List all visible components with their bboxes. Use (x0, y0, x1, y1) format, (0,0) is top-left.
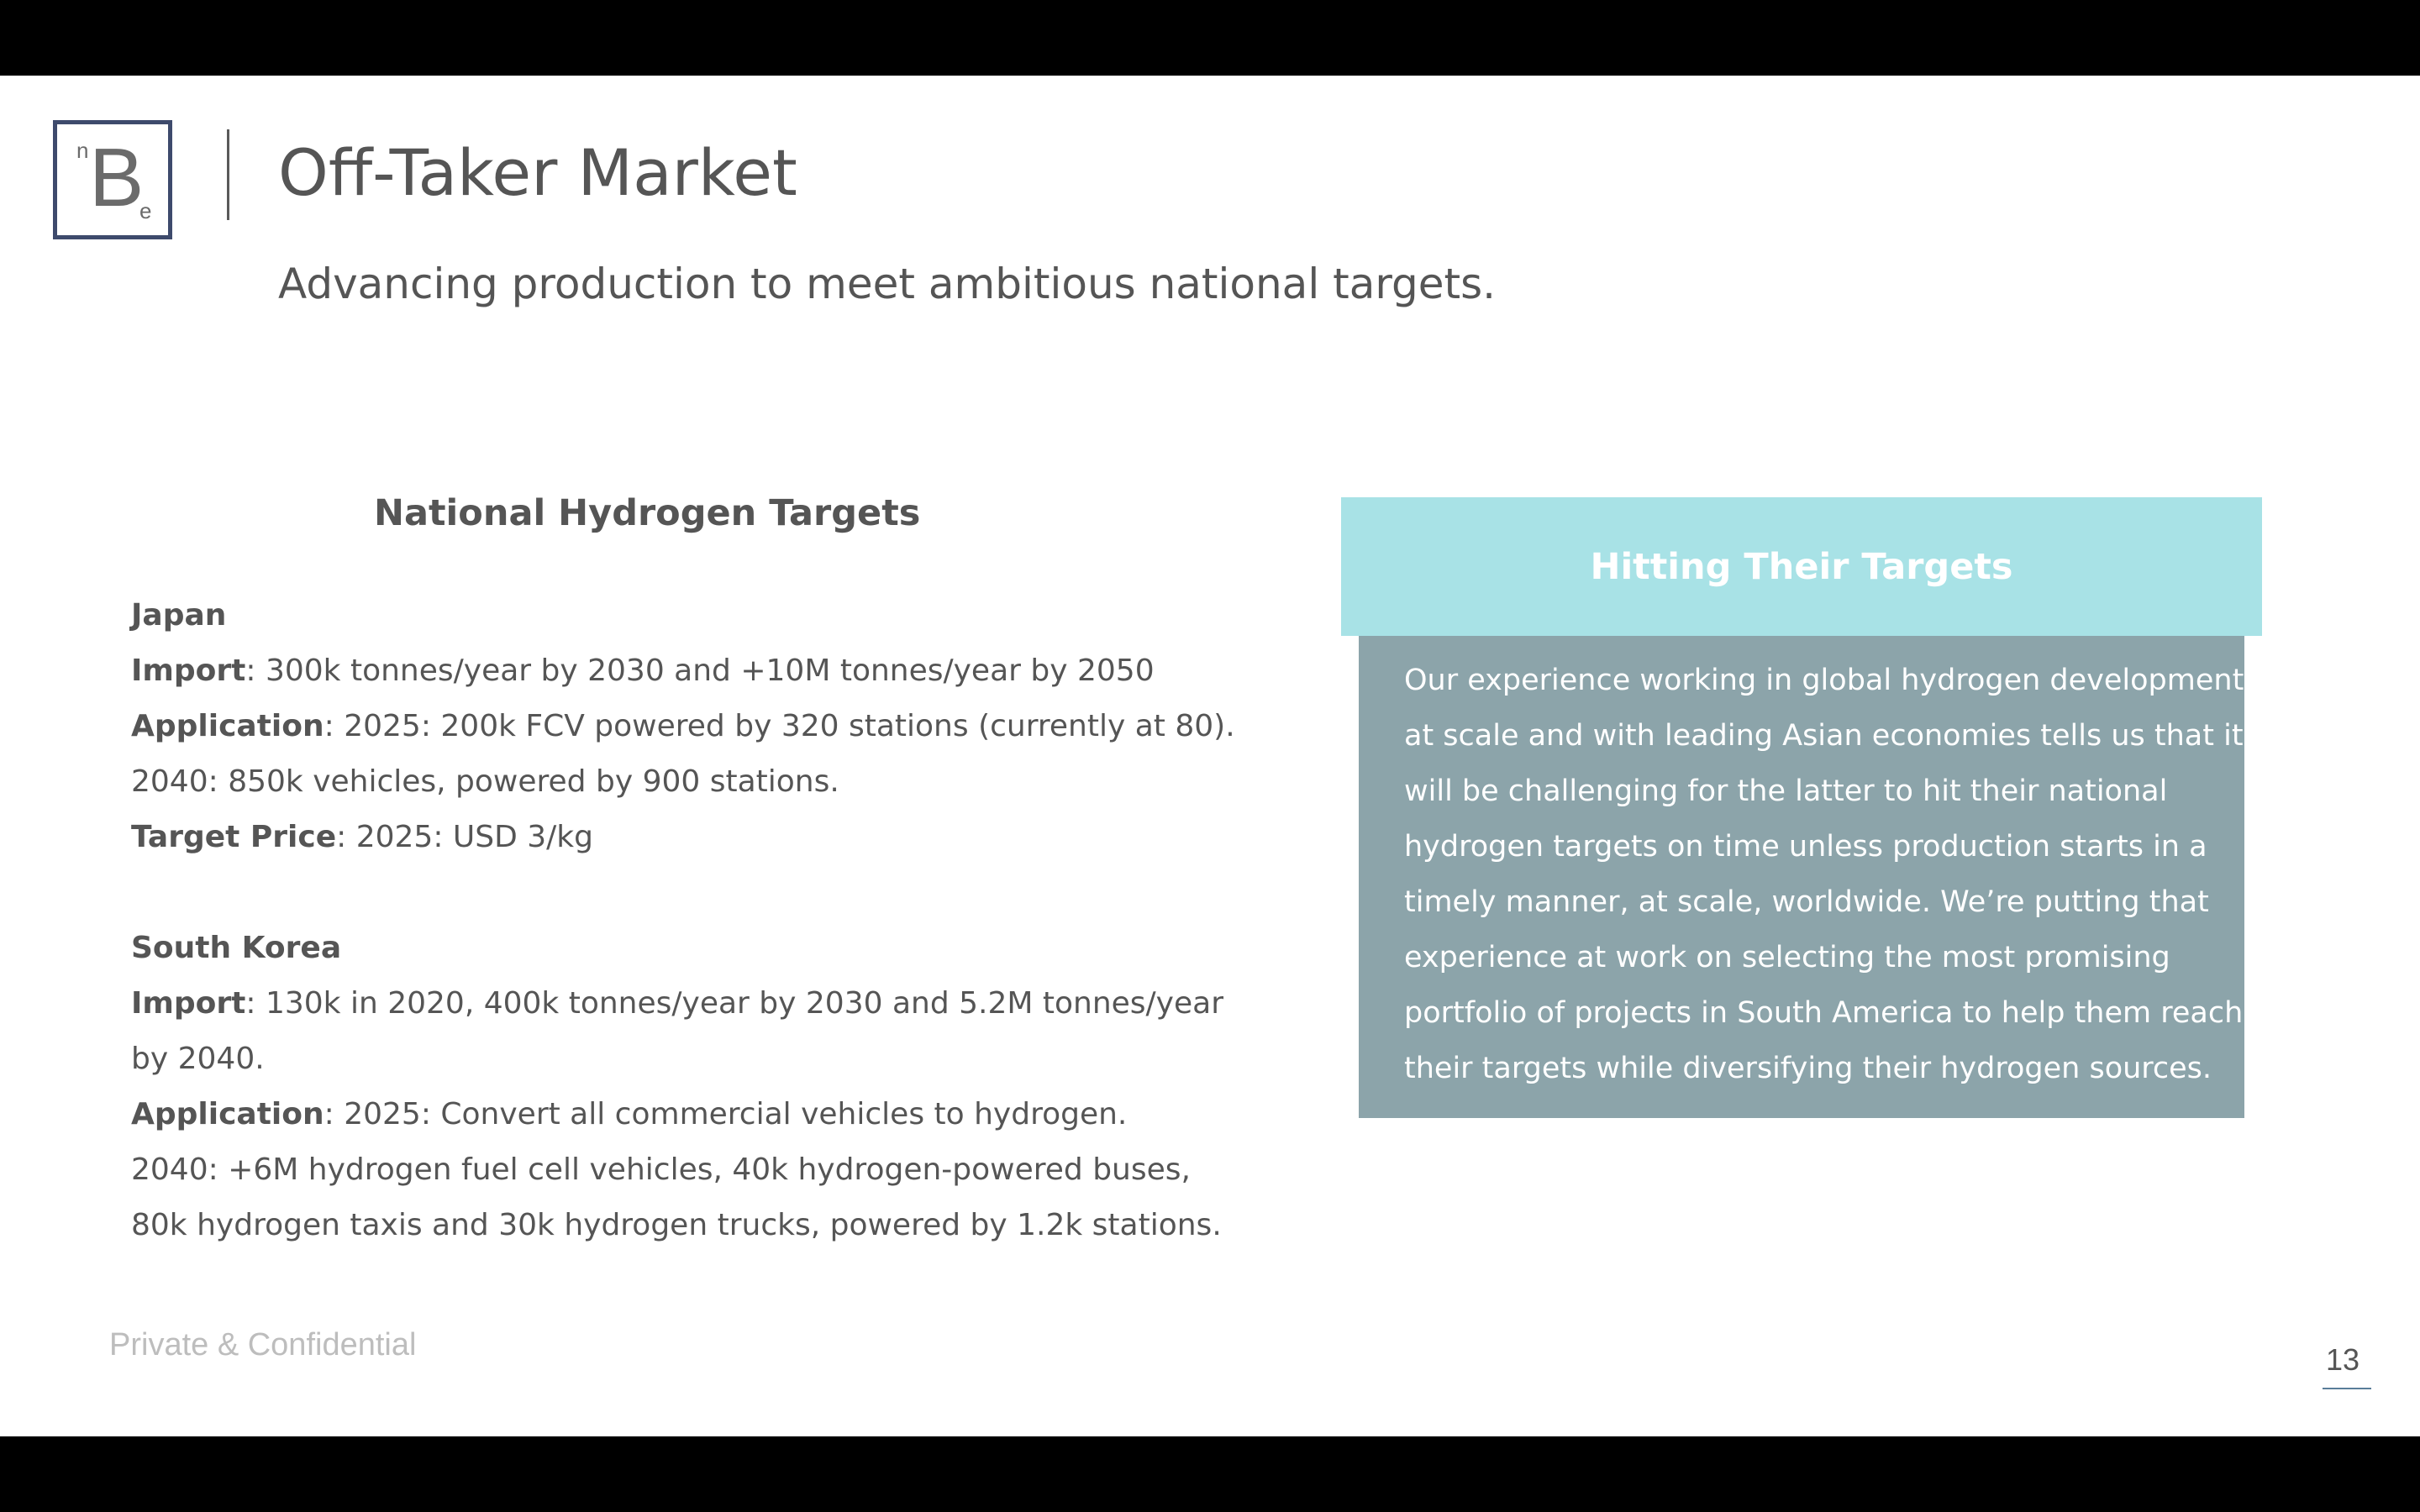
title-divider (227, 129, 229, 220)
page-title: Off-Taker Market (278, 135, 797, 210)
japan-import-text: : 300k tonnes/year by 2030 and +10M tonn… (245, 654, 1155, 688)
korea-application-text: : 2025: Convert all commercial vehicles … (324, 1097, 1128, 1131)
japan-price-label: Target Price (131, 820, 337, 854)
country-japan: Japan (131, 598, 227, 633)
letterbox-bottom (0, 1436, 2420, 1512)
korea-application-label: Application (131, 1097, 324, 1131)
japan-application-label: Application (131, 709, 324, 743)
korea-import: Import: 130k in 2020, 400k tonnes/year b… (131, 976, 1223, 1032)
card-line: hydrogen targets on time unless producti… (1404, 830, 2207, 864)
card-line: experience at work on selecting the most… (1404, 941, 2170, 974)
card-line: Our experience working in global hydroge… (1404, 664, 2260, 697)
japan-price-text: : 2025: USD 3/kg (336, 820, 593, 854)
card-line: will be challenging for the latter to hi… (1404, 774, 2168, 808)
japan-application: Application: 2025: 200k FCV powered by 3… (131, 699, 1235, 754)
section-spacer (131, 865, 1097, 921)
japan-application-2040: 2040: 850k vehicles, powered by 900 stat… (131, 764, 839, 799)
card-header: Hitting Their Targets (1341, 497, 2262, 636)
card-body: Our experience working in global hydroge… (1359, 636, 2260, 1118)
page-subtitle: Advancing production to meet ambitious n… (278, 260, 1497, 308)
card-line: portfolio of projects in South America t… (1404, 996, 2244, 1030)
japan-import: Import: 300k tonnes/year by 2030 and +10… (131, 643, 1155, 699)
japan-import-label: Import (131, 654, 246, 688)
korea-application-2040: 2040: +6M hydrogen fuel cell vehicles, 4… (131, 1152, 1191, 1187)
japan-application-text: : 2025: 200k FCV powered by 320 stations… (324, 709, 1235, 743)
card-title: Hitting Their Targets (1590, 545, 2013, 588)
targets-list: Japan Import: 300k tonnes/year by 2030 a… (131, 496, 1235, 1253)
company-logo: n B e (53, 120, 172, 239)
japan-target-price: Target Price: 2025: USD 3/kg (131, 810, 1097, 865)
korea-import-text: : 130k in 2020, 400k tonnes/year by 2030… (245, 986, 1223, 1021)
logo-letter: B (89, 131, 145, 223)
page-number: 13 (2326, 1342, 2360, 1377)
korea-import-label: Import (131, 986, 246, 1021)
korea-import-2040: by 2040. (131, 1042, 265, 1076)
country-south-korea: South Korea (131, 931, 342, 965)
targets-heading: National Hydrogen Targets (374, 492, 921, 534)
letterbox-top (0, 0, 2420, 76)
logo-subscript: e (139, 198, 152, 223)
logo-superscript: n (76, 138, 89, 163)
card-line: timely manner, at scale, worldwide. We’r… (1404, 885, 2209, 919)
card-line: at scale and with leading Asian economie… (1404, 719, 2244, 753)
slide: n B e Off-Taker Market Advancing product… (0, 76, 2420, 1436)
card-line: their targets while diversifying their h… (1404, 1052, 2212, 1085)
page-number-underline (2323, 1388, 2371, 1389)
korea-application-stations: 80k hydrogen taxis and 30k hydrogen truc… (131, 1208, 1222, 1242)
korea-application: Application: 2025: Convert all commercia… (131, 1087, 1127, 1142)
confidential-label: Private & Confidential (109, 1327, 417, 1362)
